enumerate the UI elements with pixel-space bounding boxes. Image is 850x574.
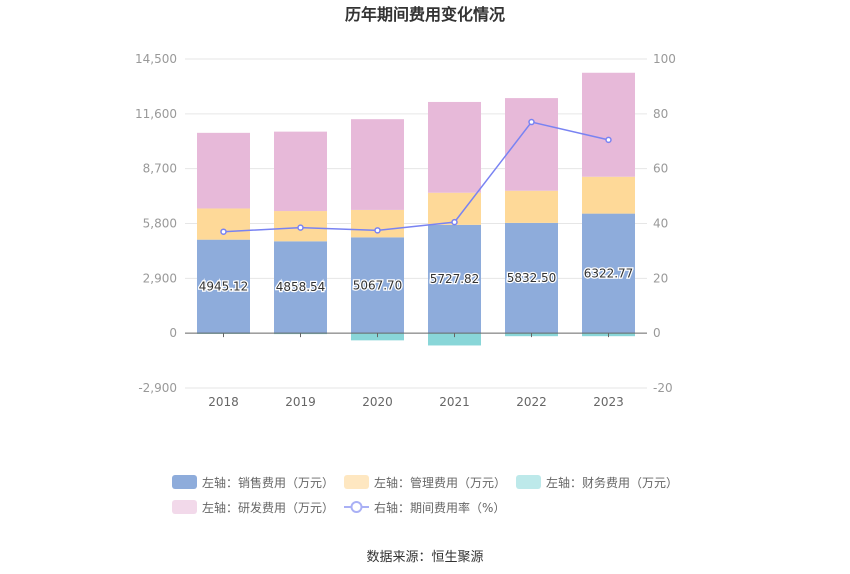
source-note: 数据来源：恒生聚源 [366, 550, 484, 565]
right-tick-label: 0 [653, 326, 661, 340]
legend-label: 左轴：财务费用（万元） [546, 475, 679, 490]
left-tick-label: 0 [169, 326, 177, 340]
legend-label: 左轴：研发费用（万元） [202, 500, 335, 515]
bars [197, 72, 635, 346]
bar-series0-2021 [428, 224, 481, 334]
sales-data-label: 4858.54 [276, 280, 326, 294]
grid-lines [185, 58, 647, 389]
legend-swatch [516, 475, 541, 489]
left-tick-label: 11,600 [135, 107, 177, 121]
left-tick-label: -2,900 [138, 381, 177, 395]
left-axis: 14,500 11,600 8,700 5,800 2,900 0 -2,900 [135, 52, 177, 395]
bar-series2-2021 [428, 333, 481, 346]
x-tick-label: 2021 [439, 395, 470, 409]
x-axis: 2018 2019 2020 2021 2022 2023 [185, 332, 647, 409]
x-tick-label: 2023 [593, 395, 624, 409]
legend-label: 右轴：期间费用率（%） [374, 500, 506, 515]
bar-series3-2018 [197, 132, 250, 209]
right-tick-label: -20 [653, 381, 673, 395]
bar-series1-2023 [582, 176, 635, 214]
legend-label: 左轴：管理费用（万元） [374, 475, 507, 490]
left-tick-label: 8,700 [143, 162, 177, 176]
rate-point-2022 [528, 118, 535, 126]
chart-title: 历年期间费用变化情况 [345, 5, 505, 24]
legend-item-rate[interactable]: 右轴：期间费用率（%） [344, 499, 516, 516]
legend-label: 左轴：销售费用（万元） [202, 475, 335, 490]
bar-series0-2018 [197, 239, 250, 334]
bar-series0-2020 [351, 237, 404, 334]
bar-series0-2023 [582, 213, 635, 334]
sales-data-label: 5067.70 [353, 278, 403, 292]
right-tick-label: 60 [653, 162, 668, 176]
sales-data-label: 5832.50 [507, 271, 557, 285]
legend-item-finance[interactable]: 左轴：财务费用（万元） [516, 474, 688, 491]
legend: 左轴：销售费用（万元） 左轴：管理费用（万元） 左轴：财务费用（万元） 左轴：研… [172, 472, 692, 522]
legend-swatch [172, 475, 197, 489]
x-tick-label: 2019 [285, 395, 316, 409]
rate-point-2021 [451, 218, 458, 226]
x-tick-label: 2020 [362, 395, 393, 409]
bar-series0-2019 [274, 241, 327, 334]
bar-series3-2023 [582, 72, 635, 177]
legend-item-rd[interactable]: 左轴：研发费用（万元） [172, 499, 344, 516]
legend-swatch [172, 500, 197, 514]
rate-line [220, 118, 612, 235]
right-tick-label: 80 [653, 107, 668, 121]
legend-item-admin[interactable]: 左轴：管理费用（万元） [344, 474, 516, 491]
rate-point-2023 [605, 136, 612, 144]
data-labels: 4945.12 4858.54 5067.70 5727.82 5832.50 6322.… [197, 265, 634, 295]
rate-point-2020 [374, 227, 381, 234]
x-tick-label: 2018 [208, 395, 239, 409]
x-tick-label: 2022 [516, 395, 547, 409]
sales-data-label: 4945.12 [199, 279, 249, 293]
legend-swatch [344, 475, 369, 489]
bar-series1-2022 [505, 190, 558, 223]
right-tick-label: 20 [653, 271, 668, 285]
bar-series3-2021 [428, 101, 481, 193]
bar-series3-2022 [505, 98, 558, 191]
bar-series0-2022 [505, 222, 558, 334]
right-tick-label: 100 [653, 52, 676, 66]
rate-line-path [223, 121, 609, 233]
legend-line-icon [344, 501, 369, 513]
right-axis: 100 80 60 40 20 0 -20 [653, 52, 676, 395]
left-tick-label: 5,800 [143, 217, 177, 231]
bar-series1-2018 [197, 208, 250, 240]
bar-series3-2020 [351, 119, 404, 210]
bar-series3-2019 [274, 131, 327, 212]
legend-item-sales[interactable]: 左轴：销售费用（万元） [172, 474, 344, 491]
left-tick-label: 14,500 [135, 52, 177, 66]
right-tick-label: 40 [653, 217, 668, 231]
left-tick-label: 2,900 [143, 271, 177, 285]
sales-data-label: 6322.77 [584, 266, 634, 280]
rate-point-2018 [220, 228, 227, 235]
sales-data-label: 5727.82 [430, 272, 480, 286]
rate-point-2019 [297, 224, 304, 231]
